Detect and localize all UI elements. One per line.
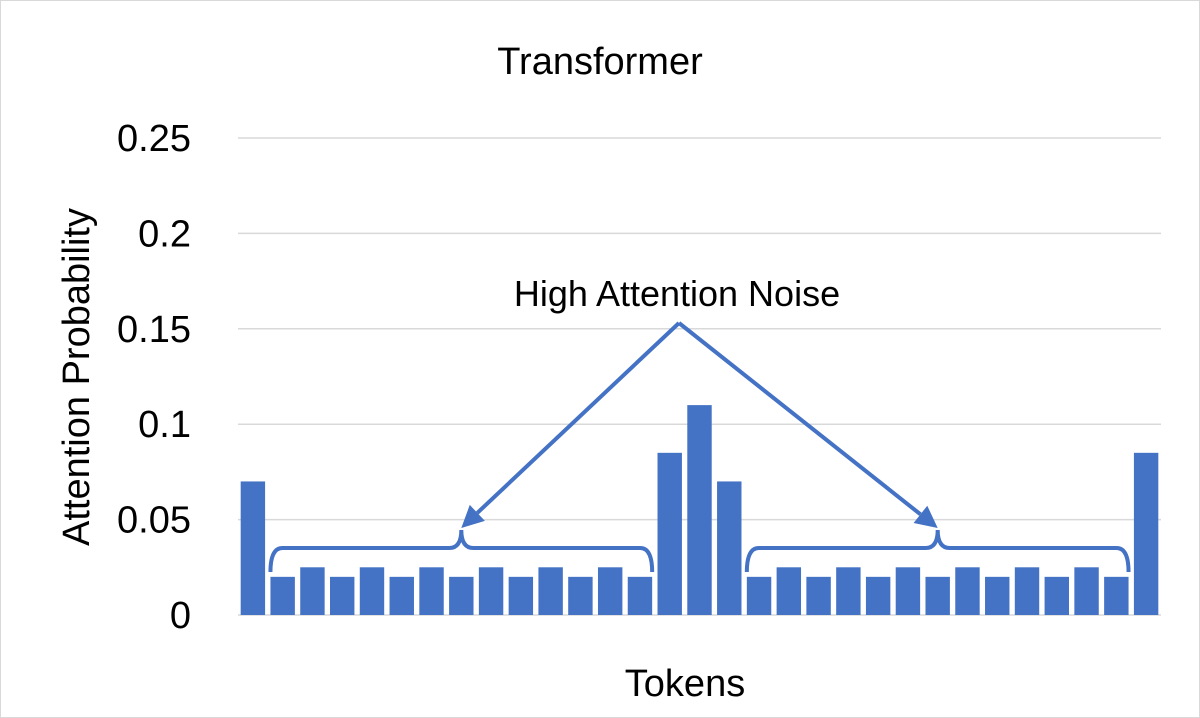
bar: [836, 567, 861, 615]
bar: [1104, 576, 1129, 615]
y-tick-label: 0.25: [117, 118, 191, 160]
bar: [419, 567, 444, 615]
bar: [508, 576, 534, 615]
bar: [389, 576, 414, 615]
bar: [865, 576, 891, 615]
y-tick-label: 0.2: [138, 213, 191, 255]
y-tick-label: 0.05: [117, 500, 191, 542]
x-axis-label: Tokens: [625, 663, 745, 705]
annotation-label: High Attention Noise: [514, 273, 840, 314]
bar: [985, 576, 1010, 615]
bar: [657, 452, 682, 615]
bar: [717, 481, 742, 615]
bar: [1014, 567, 1040, 615]
bar: [270, 576, 295, 615]
bar: [776, 567, 802, 615]
y-tick-label: 0: [170, 595, 191, 637]
bar: [925, 576, 950, 615]
y-tick-label: 0.15: [117, 309, 191, 351]
arrow-line: [677, 321, 922, 516]
arrow-head: [913, 505, 938, 528]
annotation-arrows: [461, 321, 938, 528]
arrow-line: [475, 321, 681, 515]
bar: [449, 576, 474, 615]
bar: [1044, 576, 1069, 615]
annotation-braces: [268, 529, 1131, 573]
chart-title: Transformer: [497, 41, 703, 83]
bar: [955, 567, 980, 615]
bars: [240, 405, 1159, 615]
bar: [478, 567, 504, 615]
y-tick-labels: 0 0.05 0.1 0.15 0.2 0.25: [117, 118, 191, 637]
y-tick-label: 0.1: [138, 404, 191, 446]
bar: [687, 405, 712, 615]
bar: [895, 567, 921, 615]
bar: [359, 567, 385, 615]
brace: [744, 529, 1131, 573]
bar: [1074, 567, 1099, 615]
bar: [568, 576, 593, 615]
bar: [240, 481, 266, 615]
bar: [300, 567, 325, 615]
bar: [597, 567, 623, 615]
bar: [330, 576, 355, 615]
bar: [538, 567, 563, 615]
bar: [627, 576, 653, 615]
y-axis-label: Attention Probability: [56, 208, 98, 546]
bar: [1133, 452, 1159, 615]
bar: [806, 576, 831, 615]
brace: [268, 529, 655, 573]
arrow-head: [461, 504, 485, 528]
bar: [746, 576, 772, 615]
